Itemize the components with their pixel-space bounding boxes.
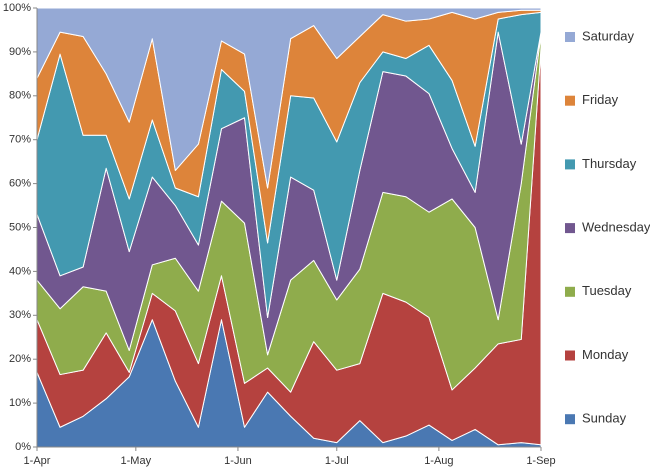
x-tick-label: 1-Jul	[325, 455, 349, 467]
legend-label: Sunday	[582, 411, 627, 426]
legend-swatch	[565, 95, 575, 106]
legend-label: Saturday	[582, 28, 635, 43]
legend-swatch	[565, 286, 575, 297]
legend-label: Monday	[582, 347, 629, 362]
x-tick-label: 1-Sep	[526, 455, 555, 467]
x-tick-label: 1-Jun	[224, 455, 252, 467]
legend-label: Wednesday	[582, 220, 650, 235]
area	[36, 7, 542, 189]
legend-label: Thursday	[582, 156, 637, 171]
y-tick-label: 90%	[9, 46, 31, 58]
legend-label: Tuesday	[582, 283, 632, 298]
y-tick-label: 70%	[9, 134, 31, 146]
y-tick-label: 0%	[15, 441, 31, 453]
y-tick-label: 10%	[9, 397, 31, 409]
x-tick-label: 1-May	[121, 455, 152, 467]
y-tick-label: 60%	[9, 178, 31, 190]
y-tick-label: 80%	[9, 90, 31, 102]
y-tick-label: 100%	[3, 2, 31, 14]
y-tick-label: 40%	[9, 265, 31, 277]
legend-swatch	[565, 414, 575, 425]
x-tick-label: 1-Apr	[24, 455, 51, 467]
legend-label: Friday	[582, 92, 619, 107]
legend-swatch	[565, 350, 575, 361]
y-tick-label: 50%	[9, 221, 31, 233]
legend-swatch	[565, 32, 575, 42]
x-tick-label: 1-Aug	[424, 455, 453, 467]
legend-swatch	[565, 159, 575, 170]
legend-swatch	[565, 223, 575, 234]
y-tick-label: 30%	[9, 309, 31, 321]
y-tick-label: 20%	[9, 353, 31, 365]
